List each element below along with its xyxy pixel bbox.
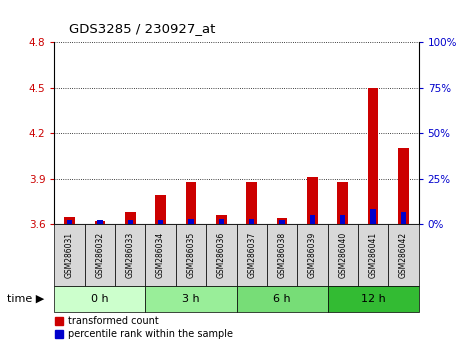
Bar: [176, 224, 206, 286]
Text: GSM286033: GSM286033: [126, 232, 135, 278]
Text: GSM286032: GSM286032: [96, 232, 105, 278]
Text: time ▶: time ▶: [7, 294, 44, 304]
Bar: [236, 286, 327, 312]
Text: GSM286034: GSM286034: [156, 232, 165, 278]
Bar: [145, 286, 236, 312]
Bar: [279, 219, 285, 224]
Bar: [388, 224, 419, 286]
Bar: [358, 224, 388, 286]
Text: GSM286036: GSM286036: [217, 232, 226, 278]
Text: GSM286038: GSM286038: [278, 232, 287, 278]
Bar: [188, 219, 194, 224]
Text: 12 h: 12 h: [361, 294, 385, 304]
Text: 3 h: 3 h: [182, 294, 200, 304]
Bar: [401, 212, 406, 224]
Bar: [85, 224, 115, 286]
Bar: [97, 219, 103, 224]
Bar: [115, 224, 146, 286]
Bar: [249, 219, 254, 224]
Bar: [128, 219, 133, 224]
Bar: [327, 224, 358, 286]
Bar: [67, 219, 72, 224]
Bar: [219, 219, 224, 224]
Bar: [307, 177, 318, 224]
Text: 0 h: 0 h: [91, 294, 109, 304]
Bar: [186, 182, 196, 224]
Bar: [216, 215, 227, 224]
Text: GSM286042: GSM286042: [399, 232, 408, 278]
Text: GDS3285 / 230927_at: GDS3285 / 230927_at: [69, 22, 215, 35]
Bar: [370, 209, 376, 224]
Bar: [54, 224, 85, 286]
Text: GSM286037: GSM286037: [247, 232, 256, 278]
Bar: [95, 221, 105, 224]
Bar: [368, 88, 378, 224]
Text: 6 h: 6 h: [273, 294, 291, 304]
Bar: [206, 224, 236, 286]
Bar: [155, 195, 166, 224]
Text: GSM286035: GSM286035: [186, 232, 195, 278]
Bar: [125, 212, 136, 224]
Text: GSM286041: GSM286041: [368, 232, 377, 278]
Bar: [327, 286, 419, 312]
Bar: [337, 182, 348, 224]
Bar: [297, 224, 327, 286]
Text: GSM286039: GSM286039: [308, 232, 317, 278]
Bar: [64, 217, 75, 224]
Bar: [246, 182, 257, 224]
Bar: [398, 148, 409, 224]
Text: GSM286031: GSM286031: [65, 232, 74, 278]
Text: GSM286040: GSM286040: [338, 232, 347, 278]
Bar: [310, 215, 315, 224]
Bar: [277, 218, 287, 224]
Bar: [267, 224, 297, 286]
Bar: [145, 224, 176, 286]
Bar: [340, 215, 345, 224]
Legend: transformed count, percentile rank within the sample: transformed count, percentile rank withi…: [54, 316, 233, 339]
Bar: [54, 286, 146, 312]
Bar: [158, 219, 163, 224]
Bar: [236, 224, 267, 286]
